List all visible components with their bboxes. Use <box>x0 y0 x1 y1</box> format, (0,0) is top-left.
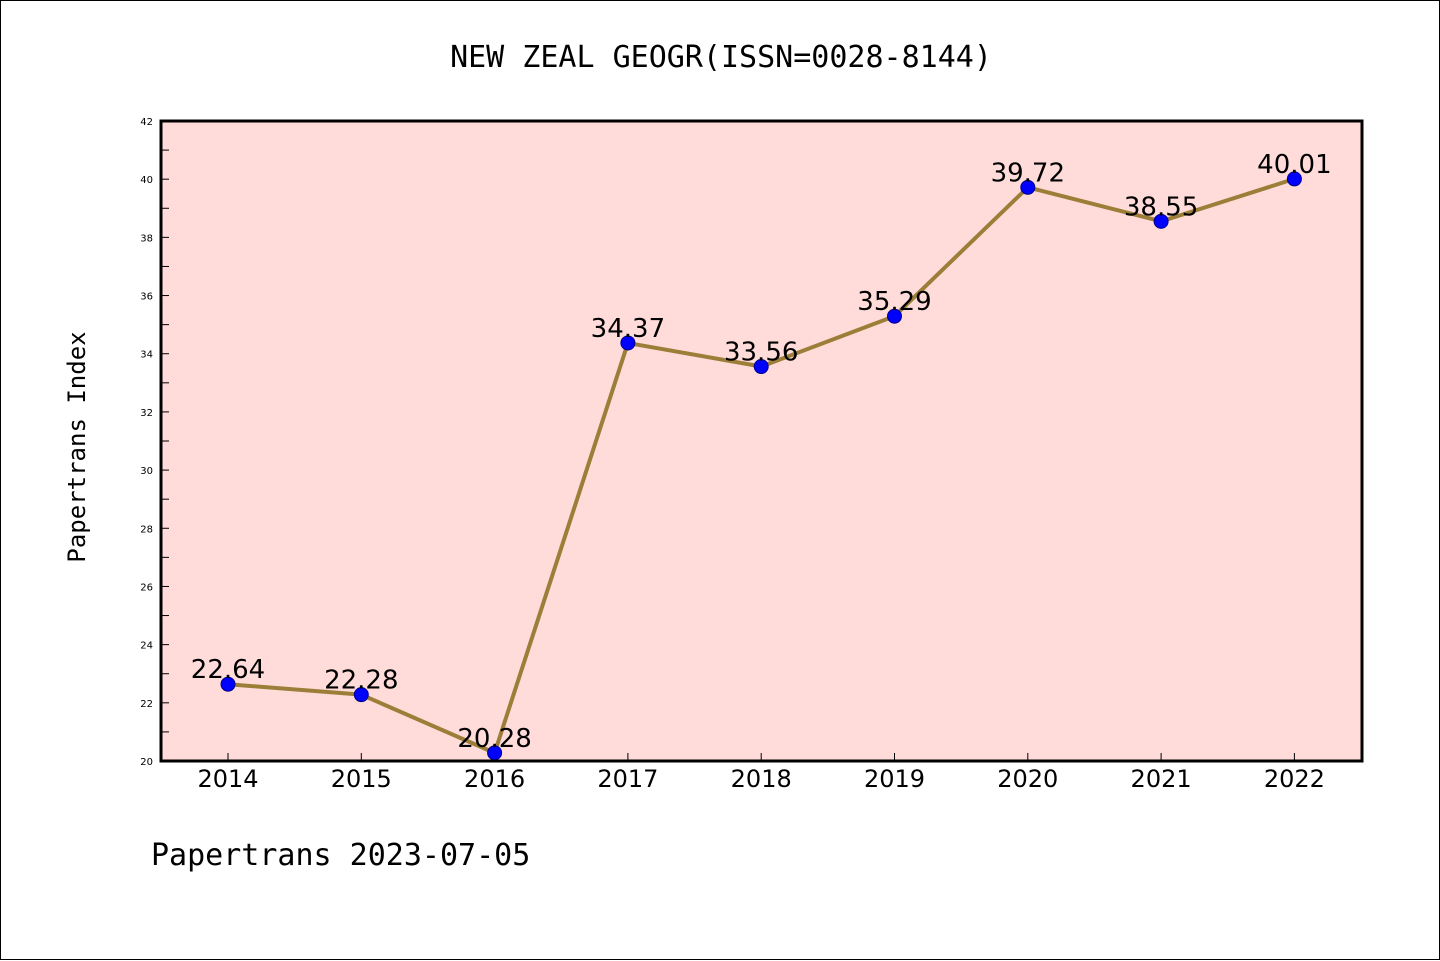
x-tick-label: 2014 <box>197 765 258 793</box>
data-label: 22.28 <box>324 666 398 696</box>
data-point <box>887 308 902 324</box>
x-tick-label: 2020 <box>997 765 1058 793</box>
data-point <box>1286 171 1302 187</box>
y-tick-label: 28 <box>140 524 153 535</box>
y-tick-label: 26 <box>140 582 153 593</box>
x-tick-label: 2015 <box>331 765 392 793</box>
y-tick-label: 42 <box>140 117 153 128</box>
y-tick-label: 36 <box>140 292 153 303</box>
data-label: 40.01 <box>1257 150 1331 180</box>
data-point <box>753 359 769 375</box>
x-tick-label: 2022 <box>1264 765 1325 793</box>
data-label: 33.56 <box>724 338 798 368</box>
data-label: 38.55 <box>1124 192 1198 222</box>
data-point <box>353 687 369 703</box>
data-point <box>1153 213 1169 229</box>
data-label: 34.37 <box>591 314 665 344</box>
x-tick-label: 2016 <box>464 765 525 793</box>
x-tick-label: 2017 <box>597 765 658 793</box>
y-tick-label: 40 <box>140 175 153 186</box>
y-tick-label: 34 <box>140 350 153 361</box>
chart-title: NEW ZEAL GEOGR(ISSN=0028-8144) <box>450 40 992 75</box>
y-tick-label: 22 <box>140 699 153 710</box>
data-label: 35.29 <box>857 287 931 317</box>
data-label: 39.72 <box>991 158 1065 188</box>
data-point <box>1020 179 1036 195</box>
x-tick-label: 2019 <box>864 765 925 793</box>
data-point <box>220 676 236 692</box>
x-tick-label: 2021 <box>1131 765 1192 793</box>
chart-footer: Papertrans 2023-07-05 <box>151 838 530 873</box>
series-markers <box>220 171 1302 761</box>
x-tick-label: 2018 <box>731 765 792 793</box>
y-tick-label: 32 <box>140 408 153 419</box>
y-tick-label: 30 <box>140 466 153 477</box>
y-tick-label: 38 <box>140 233 153 244</box>
y-tick-label: 20 <box>140 757 153 768</box>
plot-border <box>159 119 1364 763</box>
data-label: 22.64 <box>191 655 265 685</box>
x-axis: 2014 2015 2016 2017 2018 2019 2020 2021 2022 <box>197 753 1325 793</box>
y-tick-label: 24 <box>140 641 153 652</box>
data-labels: 22.64 22.28 20.28 34.37 33.56 35.29 39.72 38.55… <box>191 150 1332 754</box>
data-label: 20.28 <box>457 724 531 754</box>
y-axis-label: Papertrans Index <box>63 331 91 562</box>
data-point <box>620 335 636 351</box>
